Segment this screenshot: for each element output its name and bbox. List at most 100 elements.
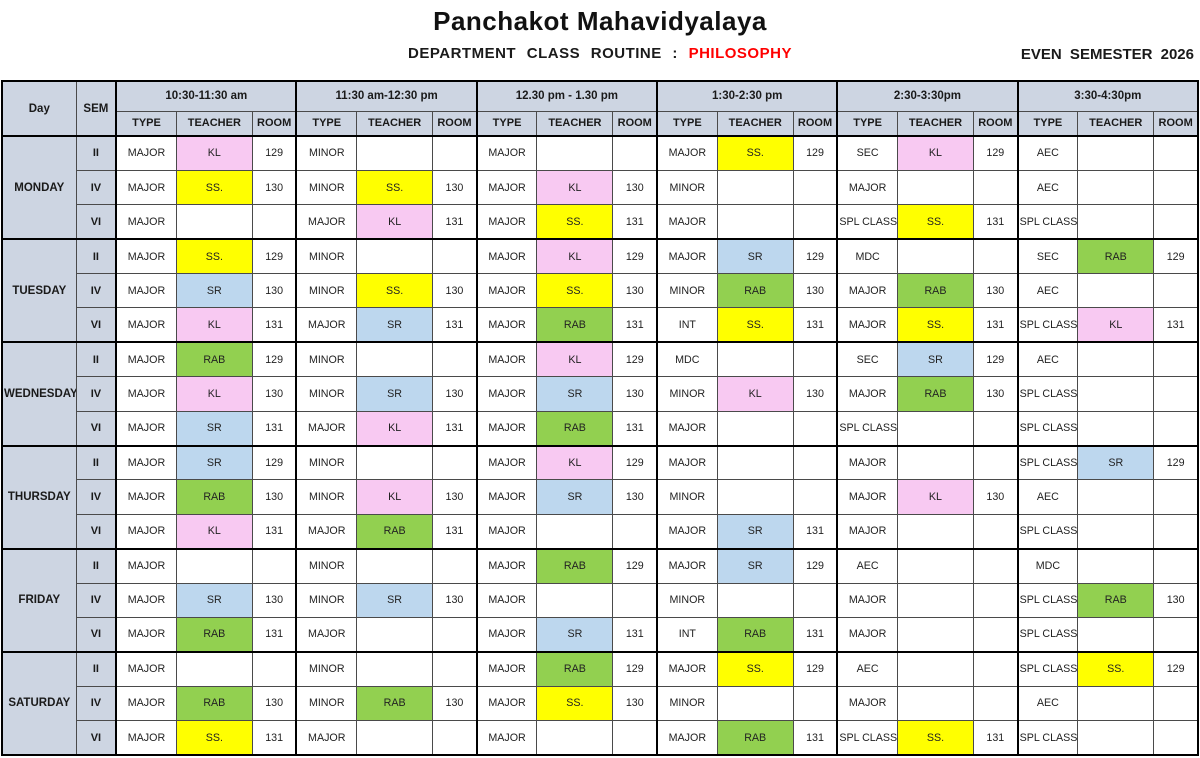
room-cell — [1153, 479, 1199, 515]
room-cell: 129 — [1153, 238, 1199, 275]
class-type-cell: MAJOR — [475, 376, 538, 412]
teacher-cell — [1077, 169, 1155, 206]
room-cell — [251, 204, 297, 240]
sem-label: VI — [75, 513, 117, 550]
class-type-cell: MINOR — [656, 582, 718, 618]
room-cell: 130 — [432, 479, 478, 515]
teacher-cell: RAB — [716, 273, 794, 309]
sub-header-room: ROOM — [251, 110, 297, 137]
class-type-cell: MAJOR — [836, 479, 898, 515]
teacher-cell: RAB — [175, 616, 253, 653]
teacher-cell — [356, 650, 434, 687]
teacher-cell — [716, 341, 794, 378]
routine-row: TUESDAY II MAJOR SS. 129 MINOR MAJOR KL 129 MAJOR… — [1, 238, 1199, 343]
routine-table: Day SEM 10:30-11:30 am 11:30 am-12:30 pm 12.… — [1, 80, 1199, 757]
teacher-cell — [1077, 134, 1155, 171]
day-column-header: Day — [1, 80, 77, 137]
teacher-cell: SS. — [175, 238, 253, 275]
room-cell — [612, 513, 658, 550]
room-cell — [612, 720, 658, 756]
class-type-cell: MAJOR — [115, 720, 177, 756]
class-type-cell: MAJOR — [656, 547, 718, 584]
room-cell: 130 — [973, 479, 1019, 515]
routine-row: IV MAJOR SR 130 MINOR SR 130 MAJOR MINOR MAJOR SPL… — [2, 582, 1199, 618]
class-type-cell: MAJOR — [475, 169, 538, 206]
class-type-cell: INT — [656, 307, 718, 343]
room-cell: 131 — [973, 307, 1019, 343]
room-cell — [251, 650, 297, 687]
class-type-cell: MINOR — [295, 685, 358, 722]
sem-label: II — [75, 547, 117, 584]
sem-label: VI — [75, 204, 117, 240]
class-type-cell: MAJOR — [115, 273, 177, 309]
room-cell: 131 — [251, 720, 297, 756]
page-title: Panchakot Mahavidyalaya — [433, 6, 767, 36]
teacher-cell: SS. — [896, 307, 975, 343]
class-type-cell: MAJOR — [295, 204, 358, 240]
teacher-cell — [356, 547, 434, 584]
class-type-cell: AEC — [1016, 685, 1079, 722]
teacher-cell — [716, 204, 794, 240]
room-cell — [792, 410, 838, 447]
class-type-cell: SPL CLASS — [1016, 410, 1079, 447]
sub-header-teacher: TEACHER — [1077, 110, 1155, 137]
room-cell — [792, 444, 838, 481]
room-cell: 130 — [612, 273, 658, 309]
sub-header-type: TYPE — [115, 110, 177, 137]
routine-row: VI MAJOR KL 131 MAJOR RAB 131 MAJOR MAJOR SR 131 MA… — [2, 513, 1199, 550]
room-cell: 131 — [612, 204, 658, 240]
class-type-cell: AEC — [1016, 134, 1079, 171]
teacher-cell: RAB — [896, 376, 975, 412]
room-cell: 131 — [432, 513, 478, 550]
routine-row: SATURDAY II MAJOR MINOR MAJOR RAB 129 MAJOR SS. 1… — [1, 650, 1199, 756]
teacher-cell: KL — [896, 134, 975, 171]
teacher-cell — [175, 204, 253, 240]
room-cell: 130 — [251, 376, 297, 412]
room-cell — [973, 685, 1019, 722]
class-type-cell: MINOR — [295, 169, 358, 206]
class-type-cell: MAJOR — [115, 444, 177, 481]
room-cell: 130 — [612, 685, 658, 722]
sub-header-type: TYPE — [475, 110, 538, 137]
sem-column-header: SEM — [75, 80, 117, 137]
class-type-cell: MAJOR — [836, 273, 898, 309]
room-cell: 131 — [432, 204, 478, 240]
sub-header-type: TYPE — [1016, 110, 1079, 137]
sub-header-room: ROOM — [792, 110, 838, 137]
class-type-cell: MDC — [1016, 547, 1079, 584]
teacher-cell: SR — [536, 616, 614, 653]
teacher-cell: SR — [175, 410, 253, 447]
teacher-cell — [716, 444, 794, 481]
teacher-cell — [896, 616, 975, 653]
teacher-cell: SS. — [356, 273, 434, 309]
teacher-cell: SR — [175, 273, 253, 309]
teacher-cell: RAB — [356, 513, 434, 550]
sem-label: II — [75, 341, 117, 378]
teacher-cell: RAB — [536, 547, 614, 584]
class-type-cell: MINOR — [295, 650, 358, 687]
teacher-cell — [896, 169, 975, 206]
sem-label: II — [75, 650, 117, 687]
class-type-cell: MINOR — [295, 444, 358, 481]
teacher-cell: SR — [716, 238, 794, 275]
class-type-cell: MAJOR — [475, 134, 538, 171]
room-cell: 130 — [1153, 582, 1199, 618]
class-type-cell: MAJOR — [115, 685, 177, 722]
room-cell — [973, 582, 1019, 618]
teacher-cell: KL — [536, 341, 614, 378]
room-cell — [792, 341, 838, 378]
room-cell: 129 — [251, 444, 297, 481]
class-type-cell: MINOR — [656, 169, 718, 206]
class-type-cell: MAJOR — [475, 341, 538, 378]
class-type-cell: MAJOR — [295, 513, 358, 550]
sem-label: VI — [75, 616, 117, 653]
day-label: FRIDAY — [1, 547, 77, 653]
day-label: WEDNESDAY — [1, 341, 77, 447]
teacher-cell — [536, 513, 614, 550]
class-type-cell: MINOR — [656, 376, 718, 412]
routine-row: THURSDAY II MAJOR SR 129 MINOR MAJOR KL 129 MAJOR… — [1, 444, 1199, 550]
class-type-cell: MAJOR — [475, 582, 538, 618]
class-type-cell: MAJOR — [475, 650, 538, 687]
routine-row: FRIDAY II MAJOR MINOR MAJOR RAB 129 MAJOR SR 129 A… — [1, 547, 1199, 653]
